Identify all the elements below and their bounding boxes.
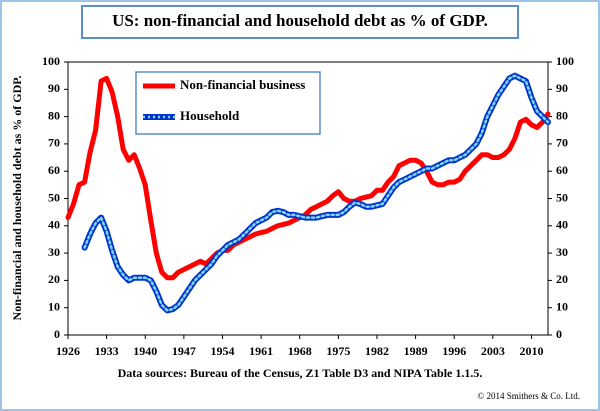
x-tick-label: 1940 — [133, 344, 157, 358]
y-tick-label: 70 — [48, 136, 60, 150]
y2-tick-label: 40 — [556, 218, 568, 232]
y-tick-label: 60 — [48, 163, 60, 177]
y-tick-label: 30 — [48, 245, 60, 259]
x-tick-label: 1926 — [56, 344, 80, 358]
legend-box — [135, 71, 321, 135]
y-tick-label: 0 — [54, 327, 60, 341]
y2-tick-label: 30 — [556, 245, 568, 259]
x-tick-label: 2010 — [519, 344, 543, 358]
source-note: Data sources: Bureau of the Census, Z1 T… — [118, 366, 483, 380]
y-tick-label: 20 — [48, 272, 60, 286]
x-tick-label: 1982 — [365, 344, 389, 358]
y2-tick-label: 50 — [556, 190, 568, 204]
y2-tick-label: 90 — [556, 81, 568, 95]
x-tick-label: 1947 — [172, 344, 196, 358]
x-tick-label: 2003 — [481, 344, 505, 358]
chart-title: US: non-financial and household debt as … — [112, 11, 488, 30]
y2-tick-label: 0 — [556, 327, 562, 341]
x-tick-label: 1989 — [404, 344, 428, 358]
y-tick-label: 100 — [42, 54, 60, 68]
series-line — [65, 75, 551, 281]
series-line-dots — [83, 74, 550, 312]
y-tick-label: 50 — [48, 190, 60, 204]
legend-label: Non-financial business — [180, 77, 305, 92]
y-tick-label: 40 — [48, 218, 60, 232]
copyright: © 2014 Smithers & Co. Ltd. — [477, 391, 580, 401]
y2-tick-label: 100 — [556, 54, 574, 68]
title-box — [81, 5, 519, 39]
y-axis-label: Non-financial and household debt as % of… — [10, 76, 24, 321]
y2-tick-label: 60 — [556, 163, 568, 177]
x-tick-label: 1954 — [210, 344, 234, 358]
x-tick-label: 1961 — [249, 344, 273, 358]
x-tick-label: 1996 — [442, 344, 466, 358]
x-tick-label: 1968 — [288, 344, 312, 358]
y-tick-label: 90 — [48, 81, 60, 95]
x-tick-label: 1933 — [95, 344, 119, 358]
y2-tick-label: 10 — [556, 299, 568, 313]
y-tick-label: 80 — [48, 108, 60, 122]
y2-tick-label: 80 — [556, 108, 568, 122]
y2-tick-label: 20 — [556, 272, 568, 286]
legend-label: Household — [180, 108, 240, 123]
y2-tick-label: 70 — [556, 136, 568, 150]
x-tick-label: 1975 — [326, 344, 350, 358]
y-tick-label: 10 — [48, 299, 60, 313]
